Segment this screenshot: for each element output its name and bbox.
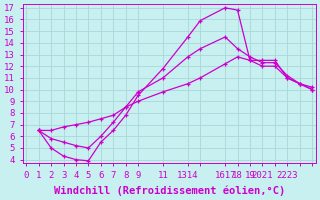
X-axis label: Windchill (Refroidissement éolien,°C): Windchill (Refroidissement éolien,°C) <box>53 185 285 196</box>
